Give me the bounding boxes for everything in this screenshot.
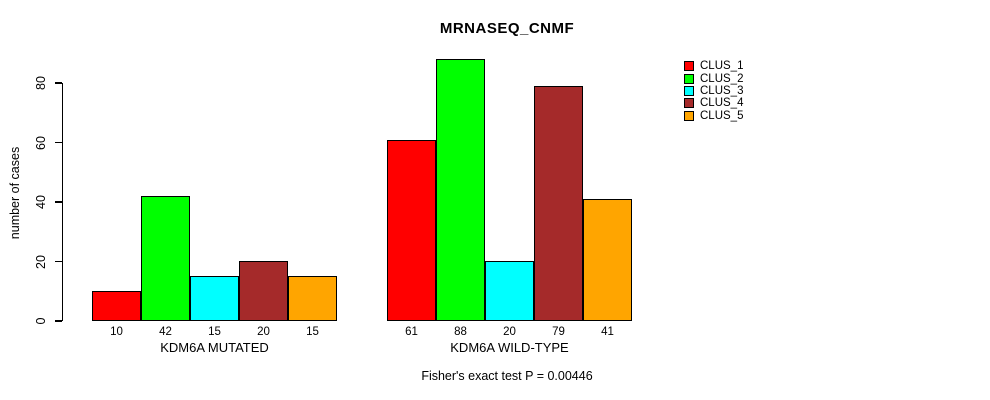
bar-value-label: 15 (306, 326, 319, 338)
y-tick-label: 40 (34, 195, 48, 209)
bar-clus_4 (239, 261, 288, 321)
annotation-fisher-test: Fisher's exact test P = 0.00446 (421, 369, 593, 383)
legend-item-clus_4: CLUS_4 (684, 97, 743, 109)
group-label-kdm6a-mutated: KDM6A MUTATED (160, 340, 269, 355)
group-label-kdm6a-wild-type: KDM6A WILD-TYPE (450, 340, 569, 355)
bar-value-label: 20 (503, 326, 516, 338)
legend-swatch-icon (684, 85, 694, 96)
bar-clus_4 (534, 86, 583, 321)
y-tick-label: 60 (34, 135, 48, 150)
y-axis-label: number of cases (8, 146, 22, 240)
chart-title: MRNASEQ_CNMF (439, 20, 575, 37)
y-tick-label: 20 (34, 254, 48, 269)
legend-label: CLUS_3 (700, 84, 744, 97)
bar-value-label: 10 (110, 326, 123, 338)
bar-clus_3 (485, 261, 534, 321)
y-tick-label: 80 (34, 76, 48, 90)
y-axis-line (62, 83, 64, 321)
legend-swatch-icon (684, 98, 694, 109)
bar-value-label: 15 (208, 326, 221, 338)
legend-swatch-icon (684, 61, 694, 72)
legend-swatch-icon (684, 110, 694, 121)
legend-label: CLUS_2 (700, 72, 744, 85)
legend: CLUS_1 CLUS_2 CLUS_3 CLUS_4 CLUS_5 (684, 60, 743, 122)
y-tick-label: 0 (34, 317, 48, 325)
bar-clus_1 (92, 291, 141, 321)
bar-clus_5 (288, 276, 337, 321)
legend-item-clus_2: CLUS_2 (684, 72, 744, 85)
y-tick-mark (55, 141, 62, 144)
y-tick-mark (55, 82, 62, 84)
bar-value-label: 20 (257, 326, 270, 338)
y-tick-mark (55, 320, 62, 322)
bar-clus_2 (141, 196, 190, 321)
bar-value-label: 61 (405, 326, 418, 338)
legend-label: CLUS_4 (700, 97, 744, 110)
legend-item-clus_1: CLUS_1 (684, 60, 743, 72)
legend-item-clus_3: CLUS_3 (684, 85, 743, 97)
legend-swatch-icon (684, 73, 694, 84)
legend-label: CLUS_5 (700, 109, 744, 122)
legend-item-clus_5: CLUS_5 (684, 110, 743, 122)
y-tick-mark (55, 201, 62, 203)
bar-value-label: 41 (601, 326, 614, 338)
bar-value-label: 42 (159, 326, 172, 338)
bar-value-label: 88 (454, 326, 467, 338)
bar-clus_1 (387, 140, 436, 321)
bar-clus_3 (190, 276, 239, 321)
y-tick-mark (55, 260, 62, 263)
legend-label: CLUS_1 (700, 60, 744, 73)
bar-value-label: 79 (552, 326, 565, 338)
bar-clus_5 (583, 199, 632, 321)
bar-clus_2 (436, 59, 485, 321)
